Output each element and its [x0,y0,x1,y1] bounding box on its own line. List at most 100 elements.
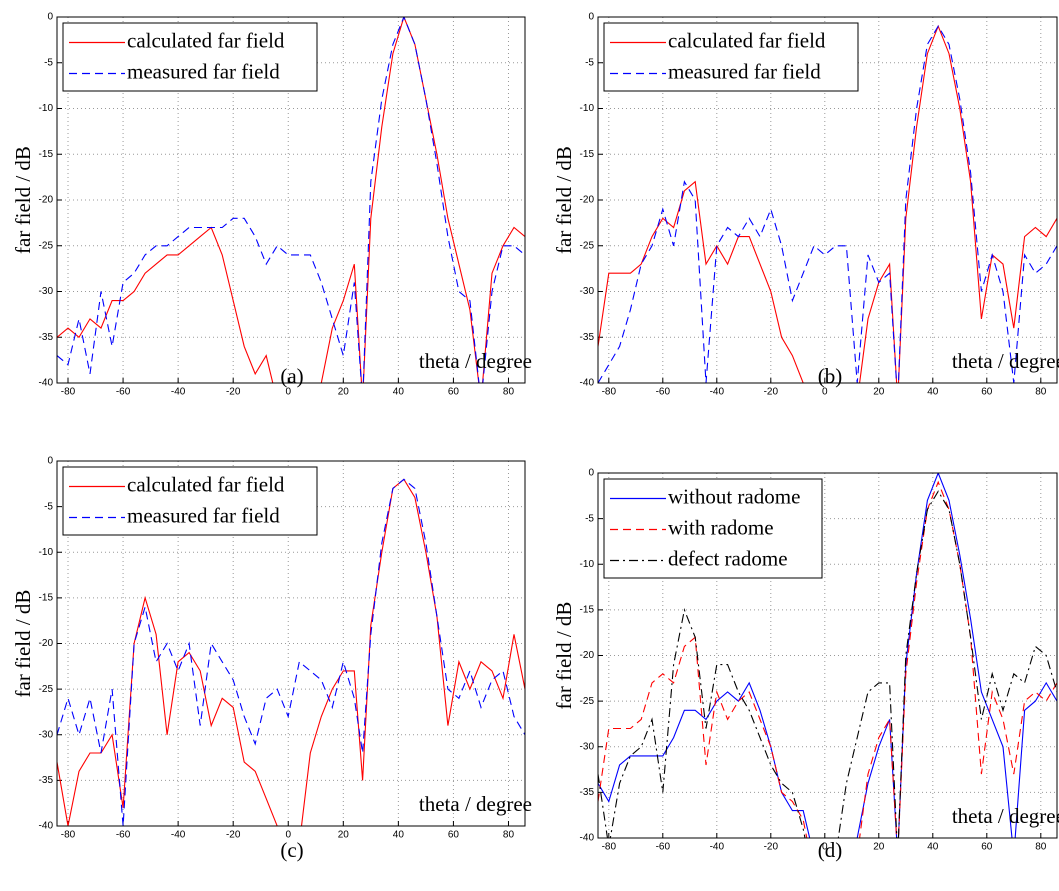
x-tick-label: 20 [338,830,350,841]
y-tick-label: -5 [44,57,53,68]
caption: (b) [818,364,843,388]
lines [57,478,525,826]
x-tick-label: 0 [285,830,291,841]
x-tick-label: -40 [171,387,186,398]
y-tick-label: -10 [39,547,54,558]
x-tick-label: -60 [116,387,131,398]
y-tick-label: 0 [588,468,594,479]
legend-box [62,466,318,536]
x-tick-label: 0 [822,842,828,853]
y-tick-label: 0 [47,12,53,23]
y-tick-label: 0 [47,456,53,467]
y-tick-label: -5 [585,513,594,524]
axes-frame [597,472,1058,839]
legend-label: measured far field [668,59,821,83]
y-axis-label: far field / dB [552,602,576,710]
panel: -80 -60 -40 -20 0 20 40 60 80 0 -5 -10 -15 -20 -25 -30 -… [11,12,532,398]
legend: without radome with radome defect radome [603,478,823,579]
legend-box [603,478,823,579]
series-line [57,17,525,383]
x-axis-label: theta / degree [952,349,1059,373]
y-tick-label: -25 [580,240,595,251]
x-tick-label: -80 [602,387,617,398]
legend: calculated far field measured far field [603,22,859,92]
x-tick-label: -20 [764,842,779,853]
x-tick-label: 80 [503,830,515,841]
x-tick-label: -40 [171,830,186,841]
legend: calculated far field measured far field [62,466,318,536]
y-tick-label: -25 [39,240,54,251]
y-tick-label: -15 [39,593,54,604]
x-tick-label: 60 [448,387,460,398]
x-axis-label: theta / degree [952,804,1059,828]
panel: -80 -60 -40 -20 0 20 40 60 80 0 -5 -10 -15 -20 -25 -30 -… [552,12,1059,398]
y-axis-label: far field / dB [552,146,576,254]
y-tick-label: -25 [580,696,595,707]
y-tick-label: -40 [580,833,595,844]
y-tick-label: -5 [585,57,594,68]
y-tick-label: -30 [580,741,595,752]
y-tick-label: -20 [39,195,54,206]
legend-label: measured far field [127,59,280,83]
x-tick-label: -20 [226,387,241,398]
x-tick-label: 80 [1035,842,1047,853]
y-tick-label: -10 [580,103,595,114]
axes-frame [56,16,526,384]
legend-label: calculated far field [127,472,285,496]
lines [57,17,525,383]
y-tick-label: -5 [44,501,53,512]
y-tick-label: -30 [580,286,595,297]
y-tick-label: 0 [588,12,594,23]
legend-label: without radome [668,484,800,508]
series-line [57,478,525,826]
legend-label: calculated far field [127,28,285,52]
panel: -80 -60 -40 -20 0 20 40 60 80 0 -5 -10 -15 -20 -25 -30 -… [11,456,532,862]
lines [598,473,1057,838]
caption: (c) [280,838,303,862]
legend-label: calculated far field [668,28,826,52]
y-tick-label: -40 [39,821,54,832]
x-tick-label: 20 [873,842,885,853]
y-tick-label: -20 [580,650,595,661]
y-axis-label: far field / dB [11,590,35,698]
panel: -80 -60 -40 -20 0 20 40 60 80 0 -5 -10 -15 -20 -25 -30 -… [552,468,1059,862]
axes-frame [597,16,1058,384]
lines [598,24,1057,383]
x-tick-label: 20 [873,387,885,398]
y-tick-label: -30 [39,729,54,740]
legend-box [603,22,859,92]
x-tick-label: 40 [393,830,405,841]
y-tick-label: -20 [580,195,595,206]
x-tick-label: 0 [822,387,828,398]
series-line [598,25,1057,383]
y-axis-label: far field / dB [11,146,35,254]
x-tick-label: 60 [981,842,993,853]
y-tick-label: -40 [580,378,595,389]
legend: calculated far field measured far field [62,22,318,92]
x-tick-label: -20 [764,387,779,398]
legend-label: measured far field [127,503,280,527]
y-tick-label: -20 [39,638,54,649]
y-tick-label: -15 [39,149,54,160]
y-tick-label: -35 [580,332,595,343]
series-line [57,17,525,383]
x-tick-label: -80 [61,387,76,398]
axes-frame [56,460,526,827]
y-tick-label: -10 [39,103,54,114]
y-tick-label: -35 [39,332,54,343]
x-tick-label: -60 [656,387,671,398]
x-tick-label: 80 [503,387,515,398]
x-tick-label: 40 [927,842,939,853]
x-tick-label: -80 [602,842,617,853]
series-line [598,24,1057,383]
x-tick-label: -80 [61,830,76,841]
y-tick-label: -35 [39,775,54,786]
legend-label: defect radome [668,546,788,570]
y-tick-label: -40 [39,378,54,389]
caption: (a) [280,364,303,388]
x-tick-label: 0 [285,387,291,398]
legend-label: with radome [668,515,774,539]
series-line [598,473,1057,838]
x-tick-label: -20 [226,830,241,841]
